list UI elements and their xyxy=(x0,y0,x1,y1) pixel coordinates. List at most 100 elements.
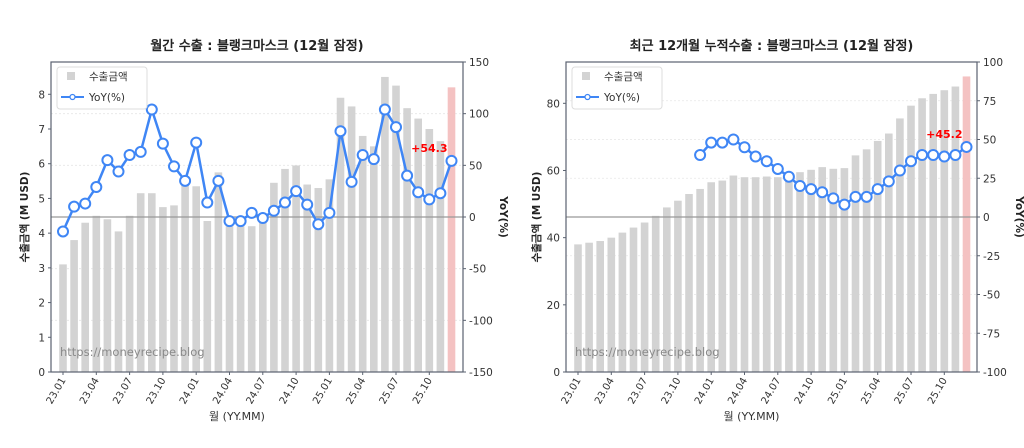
y2-tick-label: 25 xyxy=(983,173,996,185)
yoy-point-25.05 xyxy=(882,175,895,188)
legend-box xyxy=(56,66,148,110)
bar-24.02 xyxy=(718,180,727,372)
bar-23.10 xyxy=(159,207,167,372)
x-tick-label: 25.04 xyxy=(344,376,368,406)
bar-24.10 xyxy=(807,169,815,372)
x-tick-label: 25.07 xyxy=(378,376,402,406)
bar-25.10 xyxy=(940,90,949,373)
yoy-point-24.08 xyxy=(267,204,280,217)
yoy-point-25.04 xyxy=(871,183,884,196)
y2-tick-label: -75 xyxy=(983,328,1000,340)
x-axis-label: 월 (YY.MM) xyxy=(209,410,265,423)
watermark: https://moneyrecipe.blog xyxy=(575,345,720,359)
bar-23.09 xyxy=(663,207,671,372)
y2-axis-label: YoY(%) xyxy=(497,195,509,238)
yoy-annotation: +45.2 xyxy=(926,128,962,141)
x-tick-label: 25.04 xyxy=(859,376,883,406)
bar-23.08 xyxy=(136,193,145,372)
yoy-point-25.09 xyxy=(412,186,425,199)
y2-tick-label: -50 xyxy=(469,264,486,276)
yoy-point-25.02 xyxy=(334,125,347,138)
yoy-point-24.01 xyxy=(705,136,718,149)
yoy-point-23.01 xyxy=(57,225,69,238)
chart-title: 월간 수출 : 블랭크마스크 (12월 잠정) xyxy=(150,38,363,54)
yoy-point-25.11 xyxy=(949,149,962,161)
yoy-point-24.06 xyxy=(760,155,773,168)
bar-23.05 xyxy=(103,219,112,372)
bar-23.01 xyxy=(574,244,582,372)
yoy-point-25.04 xyxy=(356,149,369,161)
x-tick-label: 23.07 xyxy=(111,376,135,406)
yoy-point-24.11 xyxy=(816,186,829,199)
bar-24.08 xyxy=(270,182,278,372)
bar-24.12 xyxy=(829,168,838,372)
yoy-point-24.08 xyxy=(782,170,795,183)
bar-25.08 xyxy=(403,108,411,372)
y-tick-label: 6 xyxy=(38,159,45,171)
bar-25.01 xyxy=(325,179,334,372)
bar-25.09 xyxy=(414,118,422,372)
yoy-point-23.08 xyxy=(134,145,147,158)
y2-tick-label: 100 xyxy=(983,57,1003,69)
yoy-point-24.05 xyxy=(234,215,247,228)
bar-24.03 xyxy=(729,175,738,372)
yoy-annotation: +54.3 xyxy=(411,142,447,155)
x-axis-label: 월 (YY.MM) xyxy=(724,410,780,423)
bar-23.03 xyxy=(596,241,604,372)
y-tick-label: 7 xyxy=(38,124,45,136)
y2-tick-label: 150 xyxy=(469,57,489,69)
yoy-point-25.12 xyxy=(445,154,458,167)
y-tick-label: 80 xyxy=(547,98,560,110)
yoy-point-23.03 xyxy=(79,197,92,210)
yoy-point-25.12 xyxy=(960,140,973,153)
bar-25.10 xyxy=(425,128,434,372)
legend-box xyxy=(571,66,663,110)
bar-23.11 xyxy=(170,205,178,372)
bar-25.08 xyxy=(918,98,926,373)
yoy-point-25.09 xyxy=(927,149,940,161)
bar-23.02 xyxy=(585,242,593,372)
yoy-point-24.01 xyxy=(190,136,203,149)
y2-tick-label: -150 xyxy=(469,367,493,379)
bar-23.08 xyxy=(651,215,660,372)
bar-25.04 xyxy=(873,140,882,372)
yoy-point-25.01 xyxy=(323,206,336,219)
bar-25.07 xyxy=(907,105,915,372)
bar-25.12 xyxy=(962,76,971,372)
yoy-point-25.11 xyxy=(434,187,447,200)
y2-tick-label: -50 xyxy=(983,290,1000,302)
legend-bar-label: 수출금액 xyxy=(89,71,128,83)
x-tick-label: 23.10 xyxy=(145,376,169,406)
y2-tick-label: 0 xyxy=(983,212,990,224)
x-tick-label: 24.04 xyxy=(726,376,750,406)
y2-tick-label: -25 xyxy=(983,251,1000,263)
bar-24.07 xyxy=(774,177,782,372)
yoy-point-24.02 xyxy=(716,136,729,149)
bar-24.11 xyxy=(818,167,826,372)
yoy-point-23.07 xyxy=(123,149,136,161)
yoy-point-23.12 xyxy=(694,149,707,161)
y-axis-label: 수출금액 (M USD) xyxy=(18,172,31,263)
yoy-point-23.05 xyxy=(101,154,114,167)
bar-24.09 xyxy=(796,172,804,372)
bar-25.07 xyxy=(392,85,400,372)
yoy-point-25.07 xyxy=(390,121,402,134)
bar-25.05 xyxy=(885,133,893,372)
yoy-point-23.04 xyxy=(90,181,103,194)
yoy-point-23.10 xyxy=(156,137,169,150)
bar-24.05 xyxy=(751,177,760,372)
yoy-point-24.11 xyxy=(301,198,314,211)
bar-25.03 xyxy=(862,149,871,372)
watermark: https://moneyrecipe.blog xyxy=(60,345,205,359)
yoy-point-24.07 xyxy=(256,212,269,225)
y-tick-label: 0 xyxy=(38,367,45,379)
yoy-point-23.12 xyxy=(179,174,192,187)
bar-25.03 xyxy=(347,106,356,372)
y-tick-label: 40 xyxy=(547,233,560,245)
bar-24.11 xyxy=(303,184,311,372)
bar-25.02 xyxy=(336,97,345,372)
yoy-point-24.09 xyxy=(794,180,806,192)
x-tick-label: 24.04 xyxy=(211,376,235,406)
bar-25.12 xyxy=(447,87,456,372)
